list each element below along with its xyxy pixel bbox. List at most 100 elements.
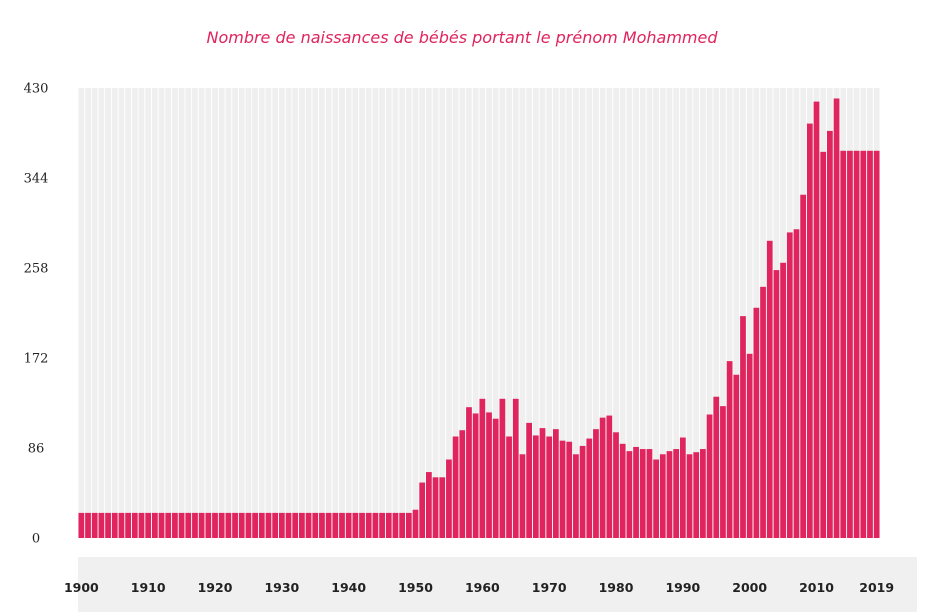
bar-1974 <box>573 454 579 538</box>
bar-1962 <box>492 418 499 538</box>
bar-1922 <box>225 512 232 538</box>
bar-1916 <box>185 512 192 538</box>
bar-background <box>519 88 526 538</box>
bar-1918 <box>198 512 205 538</box>
bar-background <box>740 88 746 538</box>
bar-background <box>606 88 613 538</box>
bar-2001 <box>753 307 760 538</box>
bar-background <box>292 88 299 538</box>
bar-1996 <box>720 406 726 538</box>
bar-1935 <box>312 512 319 538</box>
y-tick-label: 430 <box>24 82 49 97</box>
bar-background <box>105 88 111 538</box>
bar-1963 <box>499 398 506 538</box>
bar-1983 <box>633 446 639 538</box>
bar-background <box>359 88 365 538</box>
bar-background <box>613 88 619 538</box>
bar-1971 <box>552 429 559 538</box>
bar-background <box>639 88 646 538</box>
bar-1969 <box>539 428 546 538</box>
bar-background <box>172 88 178 538</box>
bar-background <box>225 88 232 538</box>
bar-1939 <box>339 512 345 538</box>
bar-1970 <box>546 436 553 538</box>
y-tick-label: 86 <box>28 442 45 457</box>
bar-background <box>158 88 165 538</box>
bar-1931 <box>285 512 292 538</box>
bar-background <box>111 88 118 538</box>
bar-background <box>352 88 359 538</box>
bar-1907 <box>125 512 131 538</box>
bar-background <box>633 88 639 538</box>
bar-1960 <box>479 398 486 538</box>
bar-2011 <box>820 151 827 538</box>
bar-2002 <box>760 286 766 538</box>
bar-background-layer <box>78 88 880 538</box>
bar-1910 <box>145 512 152 538</box>
bar-background <box>452 88 459 538</box>
bar-background <box>218 88 225 538</box>
bar-background <box>472 88 479 538</box>
bar-background <box>486 88 492 538</box>
x-tick-label: 1910 <box>131 580 166 595</box>
bar-2012 <box>827 130 833 538</box>
bar-background <box>726 88 733 538</box>
bar-background <box>185 88 192 538</box>
bar-1966 <box>519 454 526 538</box>
bar-background <box>546 88 553 538</box>
bar-1929 <box>272 512 279 538</box>
bar-1982 <box>626 451 633 538</box>
bar-1940 <box>345 512 352 538</box>
bar-1917 <box>192 512 198 538</box>
bar-background <box>85 88 91 538</box>
bar-background <box>573 88 579 538</box>
bar-background <box>325 88 332 538</box>
bar-background <box>419 88 426 538</box>
bar-background <box>492 88 499 538</box>
bar-background <box>98 88 105 538</box>
bar-1943 <box>365 512 372 538</box>
bar-background <box>118 88 125 538</box>
bar-1950 <box>412 509 419 538</box>
bar-2003 <box>766 240 773 539</box>
bar-background <box>245 88 252 538</box>
bar-background <box>479 88 486 538</box>
bar-background <box>499 88 506 538</box>
bar-1986 <box>653 459 659 538</box>
bar-1949 <box>405 512 412 538</box>
bar-background <box>446 88 452 538</box>
bar-background <box>178 88 185 538</box>
bar-1932 <box>292 512 299 538</box>
bar-background <box>312 88 319 538</box>
bar-1968 <box>532 435 539 538</box>
bar-1903 <box>98 512 105 538</box>
bar-1979 <box>606 415 613 538</box>
bar-background <box>332 88 339 538</box>
bar-2006 <box>786 232 793 539</box>
bar-background <box>512 88 519 538</box>
bar-1953 <box>432 477 439 538</box>
bar-1951 <box>419 482 426 538</box>
x-tick-label: 1950 <box>398 580 433 595</box>
x-tick-label: 1990 <box>665 580 700 595</box>
bar-1906 <box>118 512 125 538</box>
bar-background <box>252 88 258 538</box>
bar-1967 <box>526 422 532 538</box>
bar-background <box>379 88 385 538</box>
bar-background <box>385 88 392 538</box>
bar-background <box>91 88 98 538</box>
bar-1942 <box>359 512 365 538</box>
bar-background <box>720 88 726 538</box>
bar-background <box>151 88 158 538</box>
bar-1901 <box>85 512 91 538</box>
bar-1965 <box>512 398 519 538</box>
bar-background <box>265 88 272 538</box>
bar-1978 <box>599 417 606 538</box>
bar-background <box>258 88 265 538</box>
bar-1924 <box>238 512 245 538</box>
bar-1941 <box>352 512 359 538</box>
x-tick-label: 2010 <box>799 580 834 595</box>
bar-background <box>232 88 238 538</box>
bar-background <box>593 88 599 538</box>
bar-1958 <box>466 407 472 538</box>
